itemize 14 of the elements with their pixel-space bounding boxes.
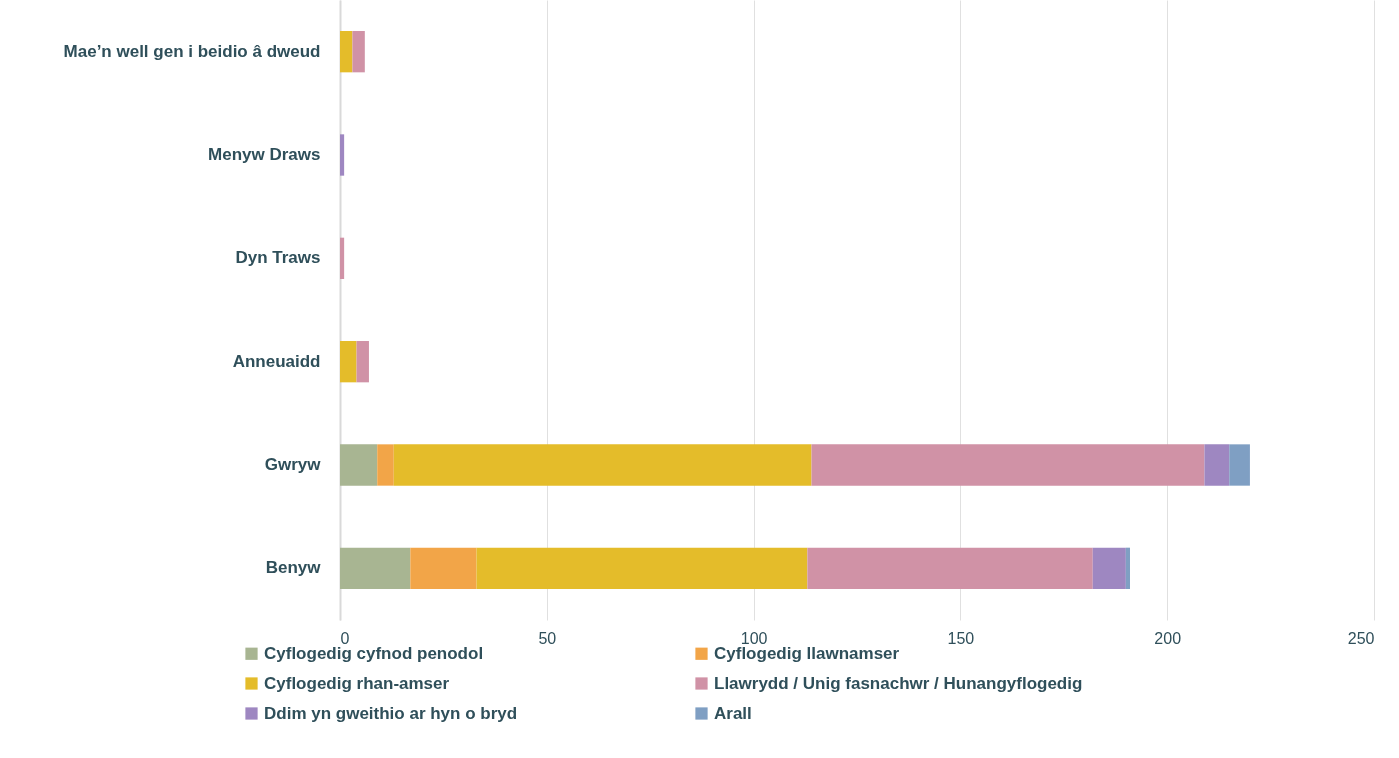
y-tick-label: Gwryw — [264, 455, 322, 474]
y-tick-label: Mae’n well gen i beidio â dweud — [63, 41, 321, 61]
legend-label: Arall — [714, 703, 752, 723]
y-tick-label: Dyn Traws — [235, 248, 321, 268]
x-tick-label: 200 — [1154, 629, 1182, 647]
legend-label: Ddim yn gweithio ar hyn o bryd — [264, 703, 518, 723]
y-tick-label: Menyw Draws — [208, 145, 321, 164]
legend-label: Llawrydd / Unig fasnachwr / Hunangyflogedig — [714, 673, 1083, 693]
x-tick-label: 150 — [947, 629, 975, 647]
y-tick-label: Anneuaidd — [232, 351, 321, 371]
y-tick-label: Benyw — [265, 558, 322, 578]
x-tick-label: 50 — [538, 629, 557, 647]
legend-label: Cyflogedig rhan-amser — [264, 673, 450, 693]
x-tick-label: 250 — [1347, 629, 1375, 647]
